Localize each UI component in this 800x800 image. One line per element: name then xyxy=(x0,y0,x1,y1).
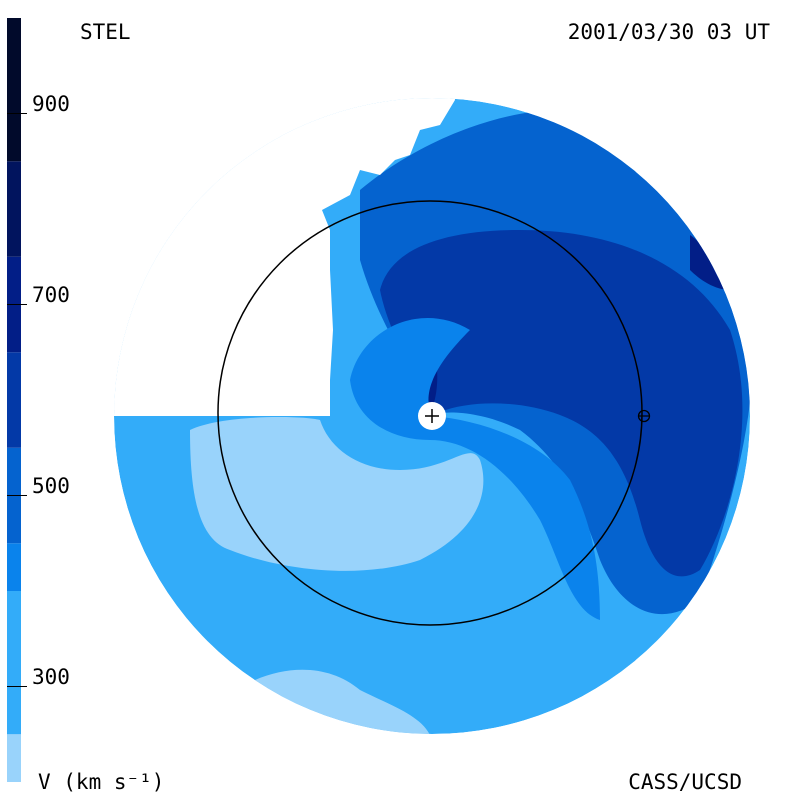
colorbar-bin-7 xyxy=(7,18,21,162)
colorbar-units-label: V (km s⁻¹) xyxy=(38,770,165,794)
region-0339a7-main xyxy=(380,230,743,577)
colorbar-tick-label: 900 xyxy=(32,91,70,116)
colorbar-bin-4 xyxy=(7,352,21,448)
colorbar-bin-6 xyxy=(7,161,21,257)
region-99d3fb-sw xyxy=(190,417,484,571)
region-0a83ec-spiral xyxy=(350,318,600,620)
region-no-data-left xyxy=(114,403,330,416)
credit-label: CASS/UCSD xyxy=(628,770,742,794)
instrument-label: STEL xyxy=(80,20,131,44)
earth-orbit-circle xyxy=(217,200,643,626)
velocity-field xyxy=(114,98,750,734)
earth-marker xyxy=(637,409,651,423)
colorbar-tick-label: 300 xyxy=(32,664,70,689)
timestamp-label: 2001/03/30 03 UT xyxy=(567,20,770,44)
colorbar-tick-label: 700 xyxy=(32,282,70,307)
colorbar-tick-label: 500 xyxy=(32,473,70,498)
colorbar xyxy=(7,18,27,782)
sun-marker xyxy=(418,402,446,430)
colorbar-bin-0 xyxy=(7,734,21,782)
colorbar-bin-1 xyxy=(7,591,21,735)
region-99d3fb-bottom xyxy=(255,669,430,734)
colorbar-bin-2 xyxy=(7,543,21,591)
